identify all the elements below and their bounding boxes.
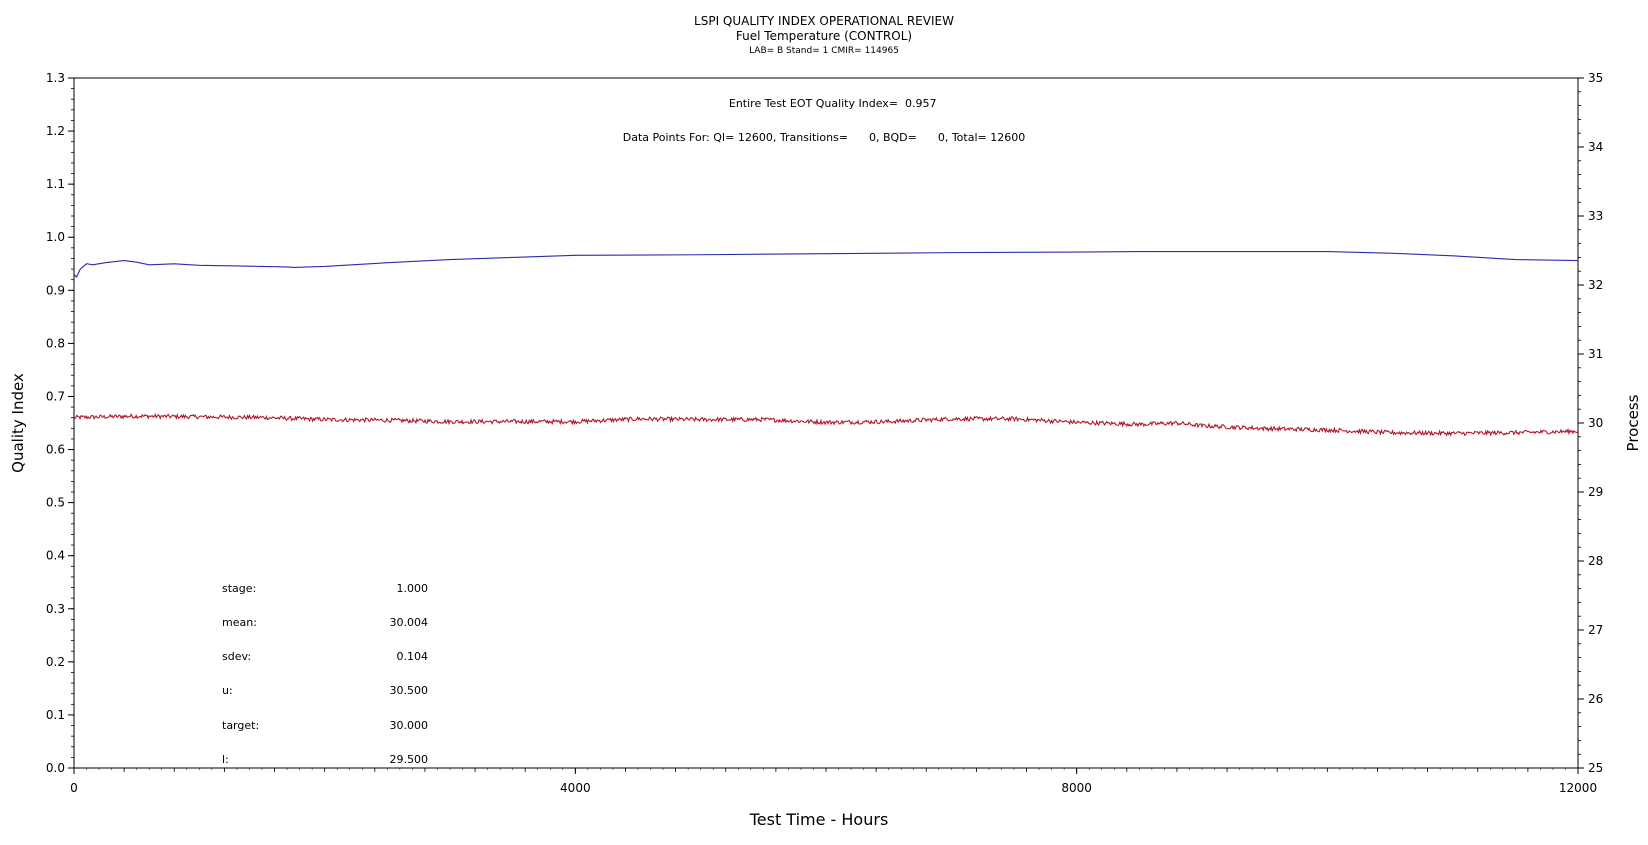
y-right-tick-label: 26 (1588, 692, 1603, 706)
stat-label: target: (222, 719, 259, 732)
left-axis: 0.0 0.1 0.2 0.3 0.4 0.5 0.6 0.7 0.8 0.9 1.0 1.1 1.2 1… (46, 71, 74, 775)
data-points-text: Data Points For: QI= 12600, Transitions=… (623, 131, 1025, 144)
stat-value: 30.500 (390, 684, 429, 697)
y-left-tick-label: 1.1 (46, 177, 65, 191)
stat-value: 30.000 (390, 719, 429, 732)
stat-label: u: (222, 684, 233, 697)
x-tick-label: 8000 (1061, 781, 1092, 795)
y-left-tick-label: 1.2 (46, 124, 65, 138)
y-axis-left-label: Quality Index (9, 373, 27, 473)
x-axis-label: Test Time - Hours (749, 810, 889, 829)
series-layer (73, 251, 1579, 437)
y-left-tick-label: 1.3 (46, 71, 65, 85)
stat-label: stage: (222, 582, 256, 595)
stat-value: 1.000 (397, 582, 429, 595)
series-line-1 (73, 412, 1579, 437)
y-right-tick-label: 28 (1588, 554, 1603, 568)
y-right-tick-label: 27 (1588, 623, 1603, 637)
y-left-tick-label: 0.2 (46, 655, 65, 669)
stat-label: mean: (222, 616, 257, 629)
bottom-axis: 0 4000 8000 12000 (70, 768, 1597, 795)
y-left-tick-label: 0.1 (46, 708, 65, 722)
stat-value: 29.500 (390, 753, 429, 766)
y-right-tick-label: 32 (1588, 278, 1603, 292)
y-right-tick-label: 35 (1588, 71, 1603, 85)
y-left-tick-label: 0.0 (46, 761, 65, 775)
x-tick-label: 12000 (1559, 781, 1597, 795)
y-left-tick-label: 0.8 (46, 336, 65, 350)
stat-value: 0.104 (397, 650, 429, 663)
y-axis-right-label: Process (1624, 394, 1642, 451)
y-right-tick-label: 25 (1588, 761, 1603, 775)
stat-label: l: (222, 753, 229, 766)
y-left-tick-label: 0.4 (46, 549, 65, 563)
stat-label: sdev: (222, 650, 251, 663)
y-left-tick-label: 1.0 (46, 230, 65, 244)
chart-subtitle: Fuel Temperature (CONTROL) (736, 29, 912, 43)
eot-value: 0.957 (905, 97, 937, 110)
y-right-tick-label: 31 (1588, 347, 1603, 361)
y-right-tick-label: 33 (1588, 209, 1603, 223)
y-right-tick-label: 29 (1588, 485, 1603, 499)
stats-block: stage: 1.000 mean: 30.004 sdev: 0.104 u: 30.500… (222, 582, 428, 766)
series-line-0 (73, 251, 1579, 279)
eot-label: Entire Test EOT Quality Index= (729, 97, 898, 110)
right-axis: 25 26 27 28 29 30 31 32 33 34 35 (1578, 71, 1603, 775)
chart-subsubtitle: LAB= B Stand= 1 CMIR= 114965 (749, 46, 899, 56)
y-left-tick-label: 0.9 (46, 283, 65, 297)
x-tick-label: 0 (70, 781, 78, 795)
y-left-tick-label: 0.3 (46, 602, 65, 616)
y-left-tick-label: 0.6 (46, 443, 65, 457)
y-left-tick-label: 0.5 (46, 496, 65, 510)
chart-title: LSPI QUALITY INDEX OPERATIONAL REVIEW (694, 14, 954, 28)
x-tick-label: 4000 (560, 781, 591, 795)
stat-value: 30.004 (390, 616, 429, 629)
y-right-tick-label: 34 (1588, 140, 1603, 154)
y-left-tick-label: 0.7 (46, 389, 65, 403)
y-right-tick-label: 30 (1588, 416, 1603, 430)
